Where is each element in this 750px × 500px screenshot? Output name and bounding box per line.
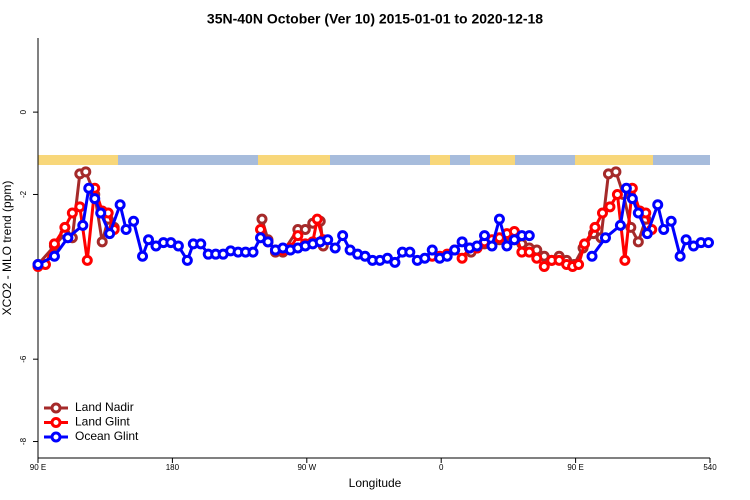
data-point [404, 246, 416, 258]
data-point [322, 234, 334, 246]
legend-marker [50, 431, 62, 443]
data-point [610, 166, 622, 178]
land-band [470, 155, 515, 165]
data-point [632, 236, 644, 248]
x-tick-label: 90 W [297, 463, 316, 472]
y-tick-label: -6 [19, 355, 28, 363]
x-tick-label: 90 E [567, 463, 583, 472]
data-point [114, 199, 126, 211]
land-band [38, 155, 118, 165]
data-point [632, 207, 644, 219]
data-point [311, 213, 323, 225]
data-point [292, 230, 304, 242]
data-point [66, 207, 78, 219]
data-point [619, 254, 631, 266]
data-point [80, 166, 92, 178]
data-point [471, 240, 483, 252]
data-point [456, 236, 468, 248]
legend-marker [50, 402, 62, 414]
data-point [589, 221, 601, 233]
data-point [456, 252, 468, 264]
data-point [89, 193, 101, 205]
legend-marker [50, 417, 62, 428]
data-point [32, 258, 44, 270]
data-point [143, 234, 155, 246]
data-point [680, 234, 692, 246]
data-point [479, 230, 491, 242]
chart-title: 35N-40N October (Ver 10) 2015-01-01 to 2… [207, 11, 543, 27]
land-band [258, 155, 330, 165]
data-point [81, 254, 93, 266]
data-point [419, 252, 431, 264]
data-point [599, 232, 611, 244]
y-axis-title: XCO2 - MLO trend (ppm) [0, 181, 14, 316]
x-tick-label: 540 [703, 463, 717, 472]
x-axis-title: Longitude [349, 476, 402, 490]
data-point [120, 223, 132, 235]
data-point [172, 240, 184, 252]
legend-label: Ocean Glint [75, 429, 139, 443]
land-band [430, 155, 450, 165]
data-point [337, 230, 349, 242]
data-point [128, 215, 140, 227]
data-point [538, 261, 550, 273]
data-point [674, 250, 686, 262]
data-point [531, 252, 543, 264]
x-tick-label: 180 [166, 463, 180, 472]
data-point [256, 213, 268, 225]
y-tick-label: -2 [19, 190, 28, 198]
y-tick-label: -8 [19, 437, 28, 445]
data-point [523, 246, 535, 258]
data-point [523, 230, 535, 242]
data-point [611, 188, 623, 200]
data-point [604, 201, 616, 213]
data-point [426, 244, 438, 256]
data-point [59, 221, 71, 233]
data-point [614, 219, 626, 231]
data-point [77, 219, 89, 231]
data-point [48, 238, 60, 250]
data-point [449, 244, 461, 256]
data-point [96, 236, 108, 248]
data-point [137, 250, 149, 262]
x-tick-label: 0 [439, 463, 444, 472]
data-point [703, 237, 715, 249]
data-point [62, 232, 74, 244]
data-point [247, 246, 259, 258]
land-band [575, 155, 653, 165]
legend-label: Land Glint [75, 415, 130, 429]
data-point [641, 228, 653, 240]
data-point [501, 240, 513, 252]
data-point [95, 207, 107, 219]
data-point [74, 201, 86, 213]
data-point [329, 242, 341, 254]
data-point [299, 223, 311, 235]
data-point [48, 250, 60, 262]
data-point [626, 193, 638, 205]
data-point [104, 228, 116, 240]
data-point [181, 254, 193, 266]
data-point [389, 256, 401, 268]
data-point [620, 182, 632, 194]
legend-label: Land Nadir [75, 400, 134, 414]
data-point [262, 236, 274, 248]
x-tick-label: 90 E [30, 463, 46, 472]
data-point [652, 199, 664, 211]
data-point [573, 258, 585, 270]
data-point [658, 223, 670, 235]
data-point [596, 207, 608, 219]
data-point [83, 182, 95, 194]
data-point [441, 250, 453, 262]
data-point [195, 238, 207, 250]
land-ocean-strip [38, 155, 710, 165]
data-point [665, 215, 677, 227]
y-tick-label: 0 [19, 109, 28, 114]
ocean-band [38, 155, 710, 165]
data-point [493, 213, 505, 225]
data-point [586, 250, 598, 262]
data-point [486, 240, 498, 252]
data-point [579, 238, 591, 250]
